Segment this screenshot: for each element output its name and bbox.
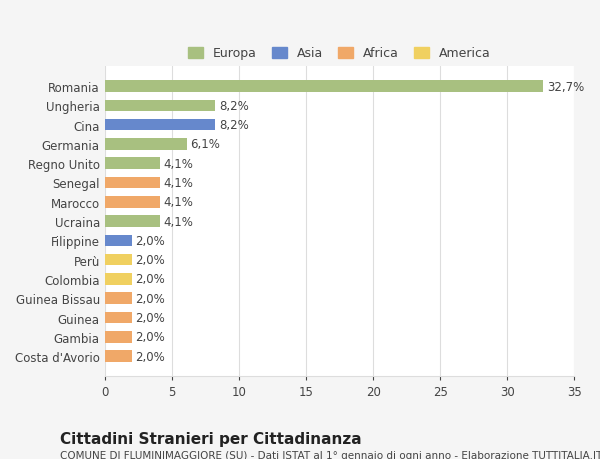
Bar [105, 158, 160, 170]
Text: 4,1%: 4,1% [164, 196, 194, 209]
Text: 4,1%: 4,1% [164, 177, 194, 190]
Text: 4,1%: 4,1% [164, 215, 194, 228]
Text: 8,2%: 8,2% [219, 100, 248, 112]
Bar [105, 331, 131, 343]
Text: COMUNE DI FLUMINIMAGGIORE (SU) - Dati ISTAT al 1° gennaio di ogni anno - Elabora: COMUNE DI FLUMINIMAGGIORE (SU) - Dati IS… [60, 450, 600, 459]
Text: 2,0%: 2,0% [136, 273, 166, 286]
Text: 32,7%: 32,7% [547, 80, 585, 93]
Text: 2,0%: 2,0% [136, 254, 166, 267]
Text: Cittadini Stranieri per Cittadinanza: Cittadini Stranieri per Cittadinanza [60, 431, 362, 447]
Text: 2,0%: 2,0% [136, 330, 166, 344]
Text: 2,0%: 2,0% [136, 350, 166, 363]
Bar [105, 120, 215, 131]
Bar [105, 293, 131, 304]
Legend: Europa, Asia, Africa, America: Europa, Asia, Africa, America [183, 42, 496, 65]
Bar [105, 274, 131, 285]
Bar [105, 196, 160, 208]
Bar [105, 139, 187, 151]
Bar [105, 312, 131, 324]
Bar [105, 351, 131, 362]
Bar [105, 235, 131, 246]
Text: 2,0%: 2,0% [136, 292, 166, 305]
Text: 2,0%: 2,0% [136, 235, 166, 247]
Text: 8,2%: 8,2% [219, 119, 248, 132]
Bar [105, 216, 160, 227]
Text: 2,0%: 2,0% [136, 311, 166, 325]
Bar [105, 254, 131, 266]
Text: 6,1%: 6,1% [191, 138, 220, 151]
Bar [105, 177, 160, 189]
Text: 4,1%: 4,1% [164, 157, 194, 170]
Bar [105, 81, 544, 93]
Bar [105, 101, 215, 112]
